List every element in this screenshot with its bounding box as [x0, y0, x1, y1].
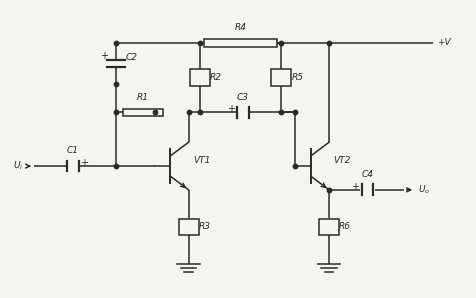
- Bar: [189, 69, 209, 86]
- Text: C4: C4: [361, 170, 373, 179]
- Text: $U_o$: $U_o$: [417, 184, 429, 196]
- Text: VT2: VT2: [333, 156, 350, 165]
- Text: R2: R2: [209, 73, 221, 82]
- Text: R6: R6: [338, 222, 350, 231]
- Bar: [204, 39, 276, 47]
- Text: R4: R4: [234, 23, 246, 32]
- Text: +: +: [351, 182, 358, 192]
- Bar: [318, 218, 338, 235]
- Bar: [123, 108, 163, 116]
- Text: R3: R3: [198, 222, 210, 231]
- Bar: [271, 69, 291, 86]
- Text: C1: C1: [67, 146, 79, 155]
- Text: C2: C2: [126, 53, 138, 62]
- Text: $U_i$: $U_i$: [13, 160, 23, 172]
- Text: +: +: [79, 158, 88, 168]
- Text: +V: +V: [436, 38, 449, 47]
- Text: +: +: [226, 104, 234, 114]
- Text: +: +: [99, 50, 108, 60]
- Bar: [178, 218, 198, 235]
- Text: VT1: VT1: [193, 156, 210, 165]
- Text: C3: C3: [237, 92, 248, 102]
- Text: R1: R1: [137, 92, 149, 102]
- Text: R5: R5: [291, 73, 303, 82]
